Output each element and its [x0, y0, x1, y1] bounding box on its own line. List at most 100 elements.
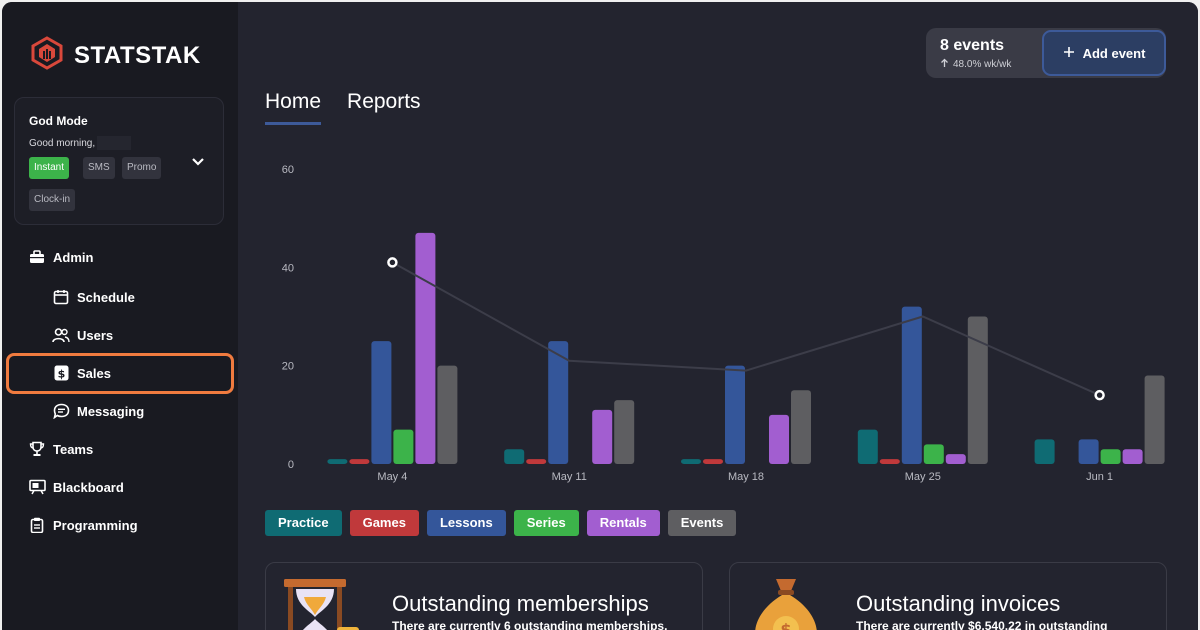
y-tick-label: 0: [288, 459, 294, 471]
sidebar-item-sales[interactable]: $ Sales: [2, 354, 238, 392]
brand[interactable]: STATSTAK: [30, 36, 201, 75]
sales-highlight-outline: [6, 353, 234, 394]
legend-events[interactable]: Events: [667, 510, 737, 536]
main-content: 8 events 48.0% wk/wk Add event Home Repo…: [238, 2, 1198, 630]
sidebar-item-label: Teams: [53, 441, 94, 457]
outstanding-memberships-card[interactable]: Outstanding memberships There are curren…: [265, 562, 703, 630]
chip-sms[interactable]: SMS: [83, 157, 115, 179]
sidebar-item-label: Users: [77, 327, 114, 343]
tab-bar: Home Reports: [265, 90, 421, 125]
sidebar: STATSTAK God Mode Good morning, Instant …: [2, 2, 238, 630]
bar-events-0[interactable]: [437, 365, 458, 464]
sidebar-item-blackboard[interactable]: Blackboard: [2, 468, 238, 506]
bar-practice-2[interactable]: [681, 459, 701, 464]
statstak-logo-icon: [30, 36, 64, 75]
blackboard-icon: [28, 478, 46, 496]
calendar-icon: [52, 288, 70, 306]
bar-lessons-4[interactable]: [1078, 439, 1099, 464]
profile-name: God Mode: [29, 114, 88, 128]
sidebar-item-label: Schedule: [77, 289, 135, 305]
sidebar-item-teams[interactable]: Teams: [2, 430, 238, 468]
chip-clock-in[interactable]: Clock-in: [29, 189, 76, 211]
bar-lessons-3[interactable]: [901, 306, 922, 464]
bar-rentals-1[interactable]: [592, 409, 613, 464]
chat-bubble-icon: [52, 402, 70, 420]
bar-practice-3[interactable]: [857, 429, 878, 464]
bar-rentals-4[interactable]: [1122, 449, 1143, 464]
bar-practice-0[interactable]: [327, 459, 348, 464]
bar-games-0[interactable]: [349, 459, 370, 464]
sidebar-item-label: Sales: [77, 365, 111, 381]
chart-legend: Practice Games Lessons Series Rentals Events: [265, 510, 737, 536]
trend-point-4[interactable]: [1094, 389, 1105, 401]
redacted-username: [97, 136, 132, 150]
events-trend: 48.0% wk/wk: [940, 58, 1011, 71]
tab-home[interactable]: Home: [265, 90, 322, 125]
bar-lessons-0[interactable]: [371, 341, 392, 464]
briefcase-icon: [28, 248, 46, 266]
y-tick-label: 60: [282, 164, 294, 176]
bar-games-2[interactable]: [703, 459, 723, 464]
trend-point-0[interactable]: [387, 257, 398, 268]
bar-series-4[interactable]: [1100, 449, 1121, 464]
tab-reports[interactable]: Reports: [347, 90, 421, 113]
chevron-down-icon[interactable]: [191, 154, 205, 172]
dollar-icon: $: [52, 364, 70, 382]
hourglass-icon: [282, 577, 362, 630]
bar-games-1[interactable]: [526, 459, 547, 464]
card-title: Outstanding invoices: [856, 591, 1061, 616]
trend-line: [391, 261, 1101, 397]
bar-events-2[interactable]: [791, 390, 811, 464]
money-bag-icon: $: [746, 577, 826, 630]
sidebar-item-messaging[interactable]: Messaging: [2, 392, 238, 430]
plus-icon: [1063, 46, 1075, 61]
events-bar-chart: 0 20 40 60 May 4 May 11 May 18 May 25 Jun 1: [282, 164, 1165, 483]
legend-practice[interactable]: Practice: [265, 510, 342, 536]
sidebar-item-label: Admin: [53, 249, 94, 265]
events-count: 8 events: [940, 37, 1005, 54]
x-tick-label: May 4: [377, 471, 407, 483]
sidebar-item-label: Programming: [53, 517, 138, 533]
x-tick-label: May 18: [728, 471, 764, 483]
x-tick-label: May 25: [905, 471, 941, 483]
sidebar-item-label: Blackboard: [53, 479, 124, 495]
legend-series[interactable]: Series: [513, 510, 579, 536]
chip-instant[interactable]: Instant: [29, 157, 70, 179]
trophy-icon: [28, 440, 46, 458]
sidebar-item-users[interactable]: Users: [2, 316, 238, 354]
bar-practice-4[interactable]: [1034, 439, 1055, 464]
chip-promo[interactable]: Promo: [122, 157, 162, 179]
add-event-button[interactable]: Add event: [1042, 30, 1166, 76]
bar-practice-1[interactable]: [504, 449, 525, 464]
profile-card[interactable]: God Mode Good morning, Instant SMS Promo…: [14, 97, 224, 225]
bar-games-3[interactable]: [879, 459, 900, 464]
bar-events-1[interactable]: [614, 400, 635, 464]
legend-games[interactable]: Games: [349, 510, 419, 536]
x-tick-label: May 11: [552, 471, 587, 483]
bar-rentals-3[interactable]: [945, 454, 966, 464]
outstanding-invoices-card[interactable]: $ Outstanding invoices There are current…: [729, 562, 1167, 630]
sidebar-item-schedule[interactable]: Schedule: [2, 278, 238, 316]
clipboard-icon: [28, 516, 46, 534]
y-tick-label: 20: [282, 361, 294, 373]
y-tick-label: 40: [282, 262, 294, 274]
legend-lessons[interactable]: Lessons: [426, 510, 506, 536]
bar-events-3[interactable]: [967, 316, 988, 465]
bar-rentals-2[interactable]: [769, 414, 789, 464]
greeting-text: Good morning,: [29, 137, 96, 149]
card-title: Outstanding memberships: [392, 591, 649, 616]
bar-rentals-0[interactable]: [415, 232, 436, 464]
sidebar-item-label: Messaging: [77, 403, 145, 419]
events-trend-value: 48.0% wk/wk: [953, 59, 1012, 70]
bar-events-4[interactable]: [1144, 375, 1165, 465]
bar-lessons-2[interactable]: [725, 365, 745, 464]
x-tick-label: Jun 1: [1086, 471, 1113, 483]
legend-rentals[interactable]: Rentals: [586, 510, 660, 536]
bar-lessons-1[interactable]: [548, 341, 569, 464]
brand-name: STATSTAK: [74, 41, 201, 69]
sidebar-item-admin[interactable]: Admin: [2, 238, 238, 276]
bar-series-3[interactable]: [923, 444, 944, 464]
sidebar-item-programming[interactable]: Programming: [2, 506, 238, 544]
bar-series-0[interactable]: [393, 429, 414, 464]
